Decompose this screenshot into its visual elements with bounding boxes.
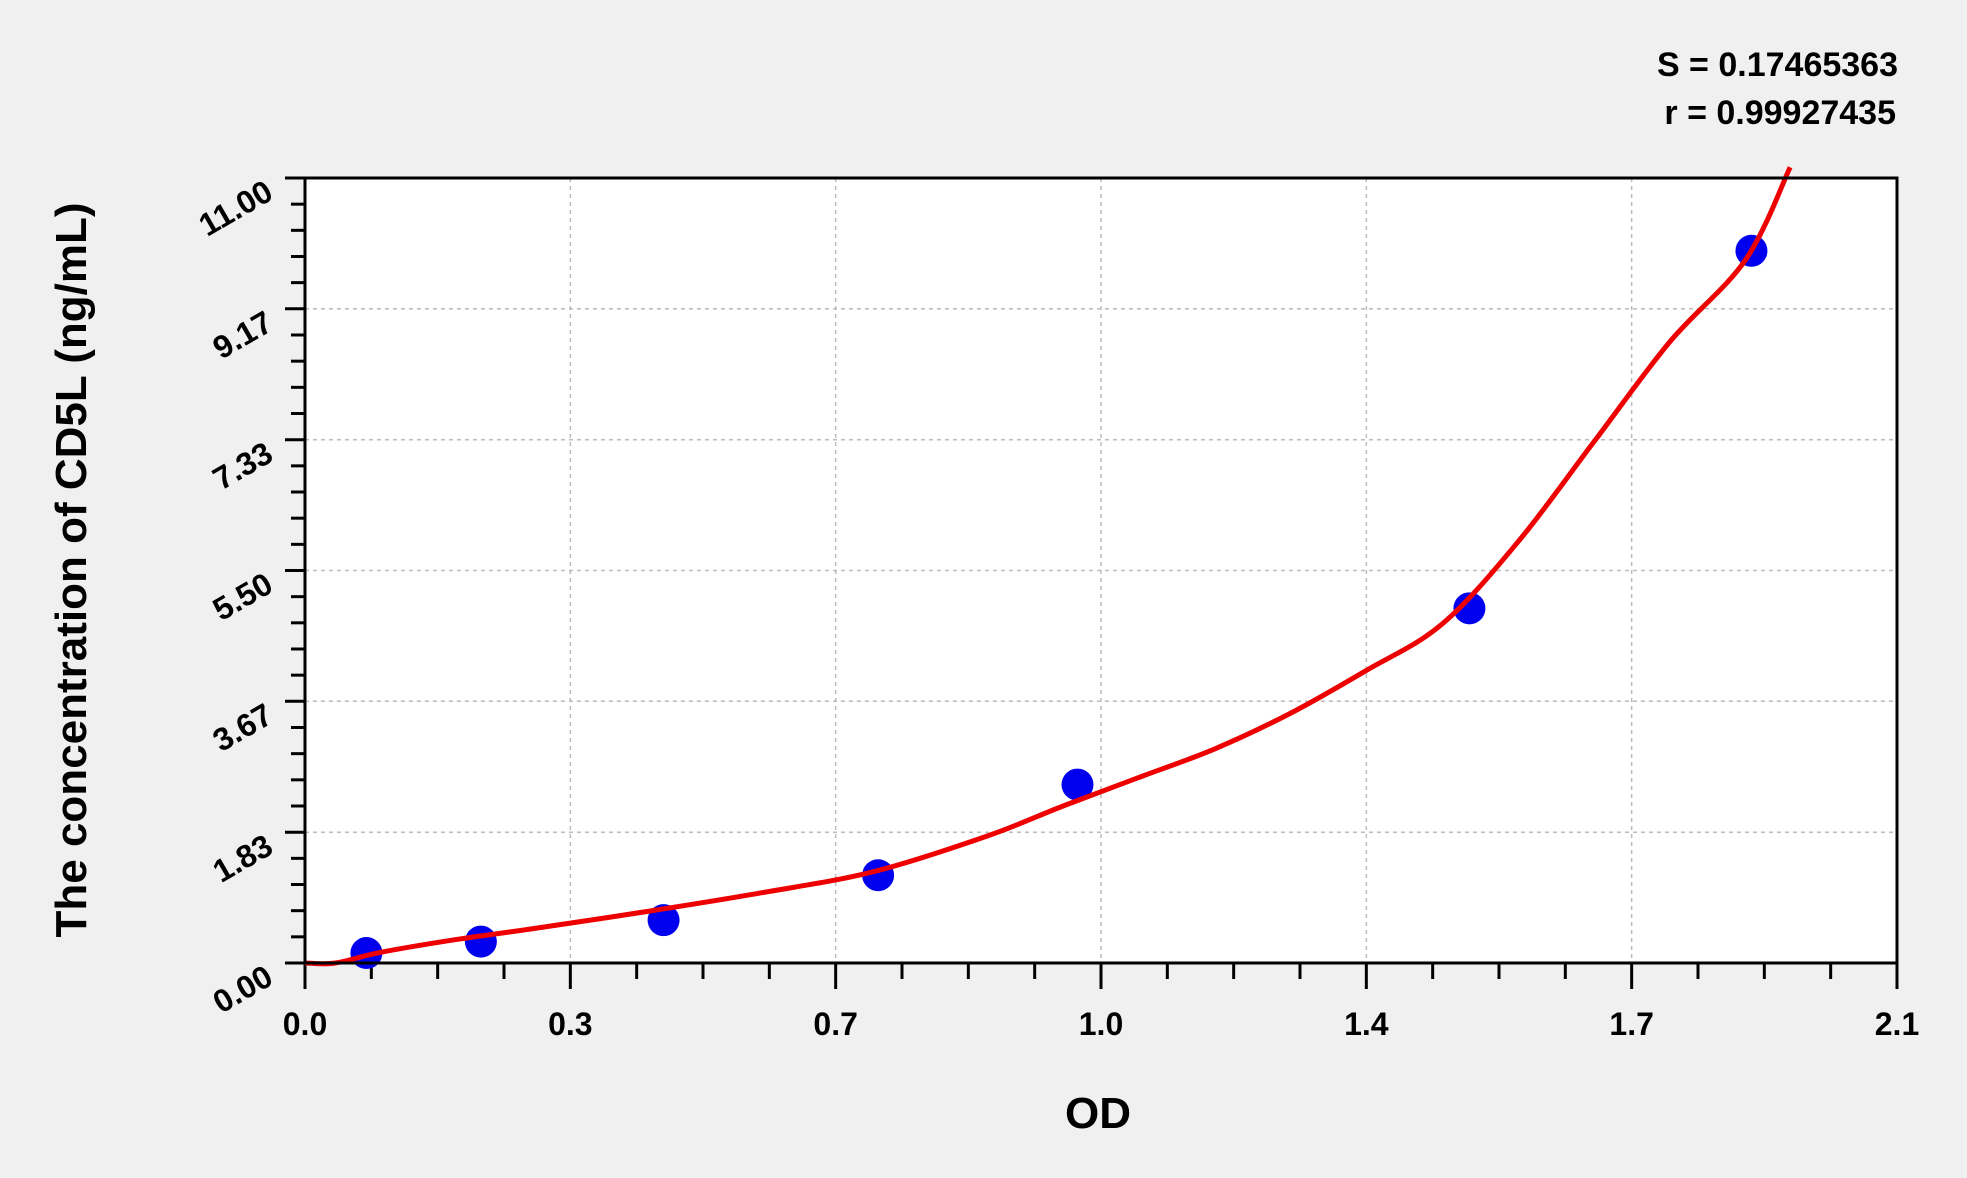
data-point bbox=[1453, 592, 1486, 625]
fit-curve bbox=[304, 166, 1793, 967]
y-tick-label: 11.00 bbox=[193, 173, 279, 243]
y-tick-label: 1.83 bbox=[207, 827, 279, 889]
x-tick-labels: 0.0 0.3 0.7 1.0 1.4 1.7 2.1 bbox=[283, 1006, 1919, 1042]
x-tick-label: 1.7 bbox=[1609, 1006, 1653, 1042]
x-tick-label: 0.3 bbox=[548, 1006, 592, 1042]
plot-border bbox=[303, 176, 1899, 965]
data-point bbox=[464, 925, 497, 958]
y-tick-labels: 0.00 1.83 3.67 5.50 7.33 9.17 11.00 bbox=[193, 173, 279, 1020]
grid bbox=[305, 178, 1897, 963]
ticks bbox=[285, 176, 1899, 989]
y-tick-label: 5.50 bbox=[207, 565, 279, 627]
s-annotation: S = 0.17465363 bbox=[1657, 46, 1898, 84]
x-tick-label: 1.0 bbox=[1079, 1006, 1123, 1042]
x-tick-label: 0.7 bbox=[813, 1006, 857, 1042]
y-tick-label: 0.00 bbox=[207, 958, 279, 1020]
x-tick-label: 1.4 bbox=[1344, 1006, 1389, 1042]
y-tick-label: 3.67 bbox=[207, 696, 279, 758]
y-axis-label: The concentration of CD5L (ng/mL) bbox=[47, 203, 96, 938]
y-tick-label: 9.17 bbox=[207, 304, 279, 366]
x-tick-label: 0.0 bbox=[283, 1006, 327, 1042]
data-point bbox=[1061, 768, 1094, 801]
r-annotation: r = 0.99927435 bbox=[1664, 94, 1896, 132]
x-tick-label: 2.1 bbox=[1875, 1006, 1919, 1042]
x-axis-label: OD bbox=[1065, 1089, 1131, 1138]
y-tick-label: 7.33 bbox=[207, 435, 279, 497]
